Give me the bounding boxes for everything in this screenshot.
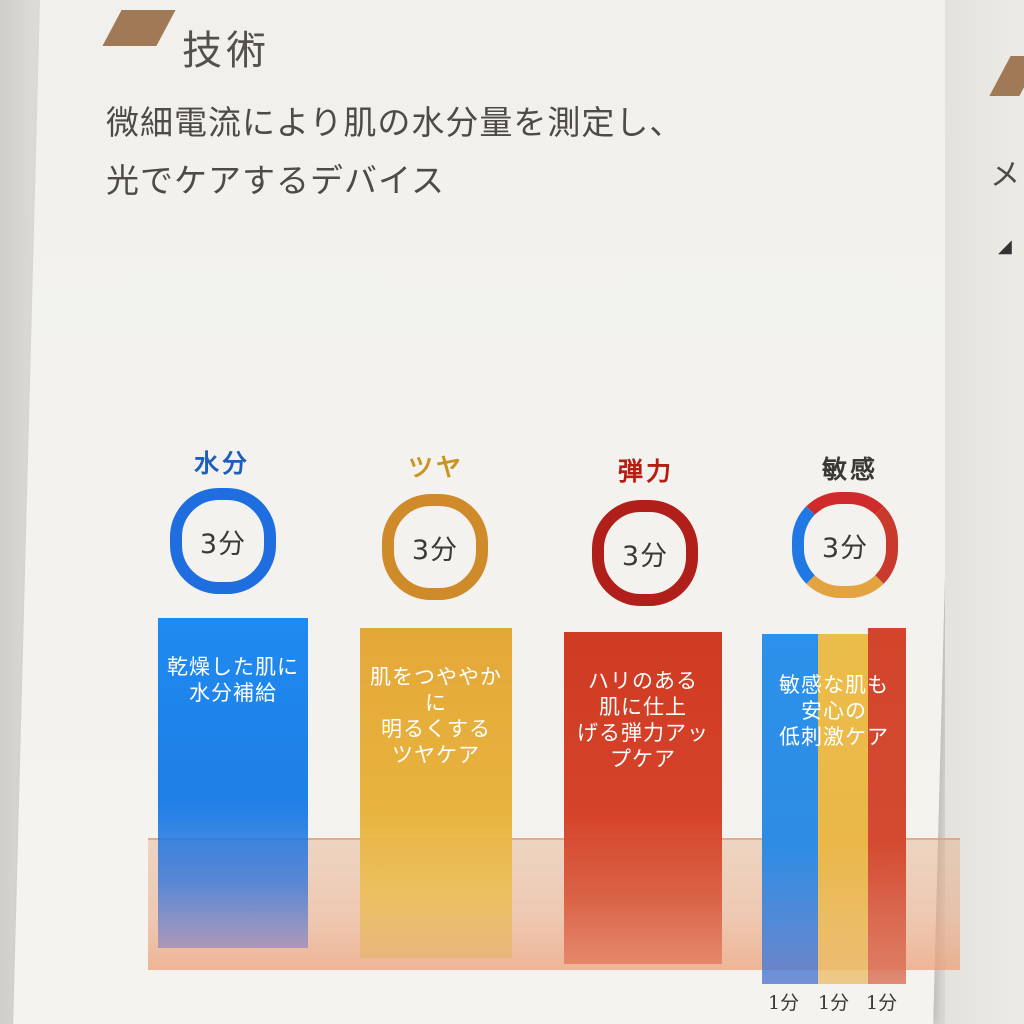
elasticity-desc-line-2: 肌に仕上 (599, 695, 687, 719)
elasticity-desc-line-1: ハリのある (588, 669, 698, 693)
moisture-desc-line-2: 水分補給 (189, 681, 277, 705)
sensitive-segment-blue-duration: 1分 (768, 992, 800, 1014)
gloss-duration: 3分 (411, 534, 459, 566)
moisture-duration: 3分 (199, 528, 247, 560)
next-page-bullet-icon: ◢ (998, 236, 1012, 257)
sensitive-light-bar-blue (762, 634, 818, 984)
sensitive-segment-yellow-duration: 1分 (818, 992, 850, 1014)
gloss-light-bar: 肌をつややかに 明るくする ツヤケア (360, 628, 512, 958)
next-page-text-fragment: メ (990, 158, 1020, 193)
gloss-timer-ring: 3分 (382, 494, 488, 600)
moisture-desc-line-1: 乾燥した肌に (167, 655, 299, 679)
mode-label-elasticity: 弾力 (617, 457, 674, 486)
sensitive-light-bar-red (868, 628, 906, 984)
gloss-desc-line-3: ツヤケア (392, 743, 480, 767)
sensitive-segment-red-duration: 1分 (866, 992, 898, 1014)
sensitive-desc-line-2: 安心の (801, 699, 867, 723)
elasticity-desc-line-3: げる弾力アッ (577, 721, 709, 745)
sensitive-duration: 3分 (821, 532, 869, 564)
subtitle-line-1: 微細電流により肌の水分量を測定し、 (106, 103, 684, 142)
moisture-timer-ring: 3分 (170, 488, 276, 594)
gloss-desc-line-1: 肌をつややかに (370, 665, 502, 715)
elasticity-desc-line-4: プケア (610, 747, 676, 771)
mode-label-moisture: 水分 (193, 449, 250, 478)
mode-label-sensitive: 敏感 (821, 455, 878, 484)
sensitive-desc-line-1: 敏感な肌も (779, 673, 889, 697)
section-title: 技術 (182, 28, 270, 74)
elasticity-duration: 3分 (621, 540, 669, 572)
elasticity-light-bar: ハリのある 肌に仕上 げる弾力アッ プケア (564, 632, 722, 964)
elasticity-timer-ring: 3分 (592, 500, 698, 606)
sensitive-timer-ring: 3分 (792, 492, 898, 598)
sensitive-light-bar-yellow (818, 634, 868, 984)
moisture-light-bar: 乾燥した肌に 水分補給 (158, 618, 308, 948)
subtitle-line-2: 光でケアするデバイス (106, 161, 446, 200)
gloss-desc-line-2: 明るくする (381, 717, 491, 741)
mode-label-gloss: ツヤ (407, 453, 464, 482)
sensitive-light-bar-text: 敏感な肌も 安心の 低刺激ケア (762, 634, 906, 834)
sensitive-desc-line-3: 低刺激ケア (779, 725, 889, 749)
